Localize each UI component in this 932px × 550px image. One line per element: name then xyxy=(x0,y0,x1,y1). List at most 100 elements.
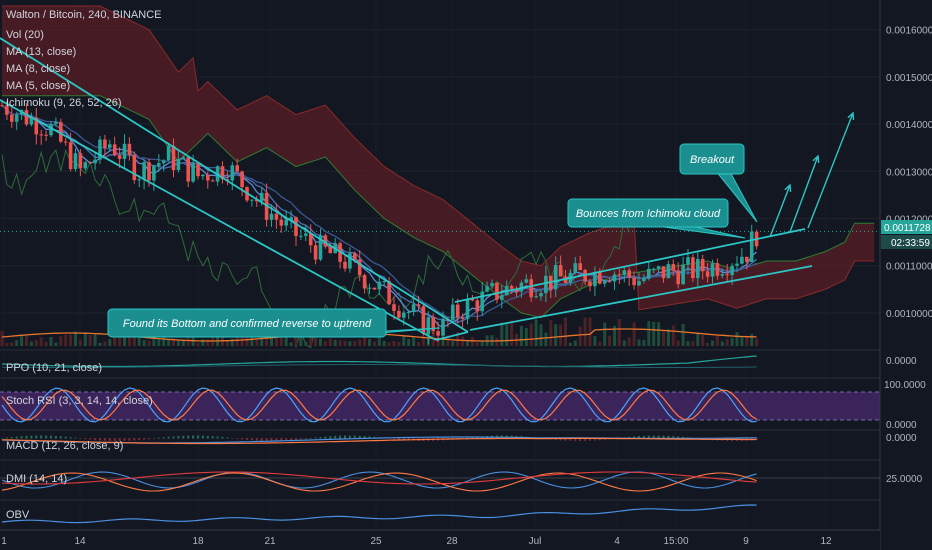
macd-histogram-bar xyxy=(593,438,596,441)
volume-bar xyxy=(627,337,631,346)
volume-bar xyxy=(745,336,749,346)
volume-bar xyxy=(225,340,229,346)
volume-bar xyxy=(681,323,685,346)
volume-bar xyxy=(544,332,548,346)
volume-bar xyxy=(353,340,357,346)
legend-vol[interactable]: Vol (20) xyxy=(6,29,44,41)
volume-bar xyxy=(186,331,190,346)
candle-body xyxy=(299,235,303,237)
stoch-d-line xyxy=(1,389,757,421)
macd-histogram-bar xyxy=(638,436,640,439)
time-tick-label: 4 xyxy=(614,536,620,547)
macd-histogram-bar xyxy=(148,438,150,440)
volume-bar xyxy=(167,338,171,346)
candle-body xyxy=(632,277,636,286)
macd-histogram-bar xyxy=(157,437,160,439)
macd-histogram-bar xyxy=(133,438,136,441)
macd-histogram-bar xyxy=(402,438,405,441)
macd-axis-label: 0.0000 xyxy=(886,433,917,444)
macd-histogram-bar xyxy=(10,437,13,439)
time-tick-label: Jul xyxy=(529,536,542,547)
volume-bar xyxy=(348,341,352,346)
candle-body xyxy=(289,217,293,220)
candle-body xyxy=(191,163,195,182)
candle-body xyxy=(661,266,666,279)
macd-histogram-bar xyxy=(280,438,283,441)
candle-body xyxy=(240,171,244,188)
volume-bar xyxy=(436,338,440,346)
legend-ppo[interactable]: PPO (10, 21, close) xyxy=(6,362,102,374)
legend-stoch-rsi[interactable]: Stoch RSI (3, 3, 14, 14, close) xyxy=(6,395,153,407)
macd-histogram-bar xyxy=(309,437,312,439)
candle-body xyxy=(730,265,734,276)
macd-histogram-bar xyxy=(108,438,111,441)
volume-bar xyxy=(524,328,528,346)
macd-histogram-bar xyxy=(299,438,302,440)
candle-body xyxy=(161,160,166,164)
candle-body xyxy=(357,259,362,276)
legend-ichimoku[interactable]: Ichimoku (9, 26, 52, 26) xyxy=(6,97,122,109)
volume-bar xyxy=(44,341,48,346)
volume-bar xyxy=(470,337,474,346)
macd-histogram-bar xyxy=(667,435,670,439)
candle-body xyxy=(421,306,426,335)
legend-ma5[interactable]: MA (5, close) xyxy=(6,80,70,92)
candle-body xyxy=(328,246,333,254)
cloud-annotation-box xyxy=(567,198,729,228)
volume-bar xyxy=(137,332,141,346)
macd-histogram-bar xyxy=(54,435,57,439)
macd-histogram-bar xyxy=(167,436,170,439)
candle-body xyxy=(455,304,460,318)
macd-histogram-bar xyxy=(652,435,655,439)
candle-body xyxy=(686,257,690,265)
macd-histogram-bar xyxy=(368,436,371,439)
candle-body xyxy=(343,261,347,269)
volume-bar xyxy=(10,342,14,346)
volume-bar xyxy=(98,342,102,346)
legend-dmi[interactable]: DMI (14, 14) xyxy=(6,473,67,485)
volume-bar xyxy=(603,322,607,346)
volume-bar xyxy=(78,339,82,346)
legend-ma8[interactable]: MA (8, close) xyxy=(6,63,70,75)
volume-bar xyxy=(142,340,146,346)
dmi-minus-line xyxy=(1,472,757,492)
chart-title[interactable]: Walton / Bitcoin, 240, BINANCE xyxy=(6,9,162,21)
volume-bar xyxy=(510,320,514,346)
candle-body xyxy=(705,271,710,277)
candle-body xyxy=(671,264,676,271)
candle-body xyxy=(647,268,651,279)
candle-body xyxy=(313,245,318,260)
candle-body xyxy=(294,217,298,236)
macd-histogram-bar xyxy=(574,438,577,441)
volume-bar xyxy=(588,317,592,346)
macd-histogram-bar xyxy=(45,435,48,439)
time-axis[interactable]: 1 14 18 21 25 28 Jul 4 15:00 9 12 xyxy=(1,536,832,547)
macd-histogram-bar xyxy=(579,438,582,441)
downtrend-upper-line xyxy=(0,37,469,333)
candle-body xyxy=(573,263,578,274)
volume-bar xyxy=(715,335,719,346)
candle-body xyxy=(715,263,720,276)
volume-bar xyxy=(250,336,254,346)
legend-ma13[interactable]: MA (13, close) xyxy=(6,46,76,58)
macd-histogram-bar xyxy=(25,435,28,439)
volume-bar xyxy=(564,317,567,346)
candle-body xyxy=(220,166,225,180)
volume-bar xyxy=(568,342,572,346)
macd-histogram-bar xyxy=(647,435,650,439)
candle-body xyxy=(495,283,499,300)
volume-bar xyxy=(88,335,92,346)
candle-body xyxy=(720,274,725,276)
volume-bar xyxy=(270,332,273,346)
macd-histogram-bar xyxy=(79,438,82,439)
volume-bar xyxy=(304,341,308,346)
candle-body xyxy=(14,114,19,122)
time-tick-label: 1 xyxy=(1,536,7,547)
macd-histogram-bar xyxy=(344,435,346,439)
candle-body xyxy=(284,219,288,226)
legend-macd[interactable]: MACD (12, 26, close, 9) xyxy=(6,440,123,452)
candle-body xyxy=(627,270,631,278)
legend-obv[interactable]: OBV xyxy=(6,509,30,521)
candle-body xyxy=(382,281,386,283)
candle-body xyxy=(279,219,284,226)
